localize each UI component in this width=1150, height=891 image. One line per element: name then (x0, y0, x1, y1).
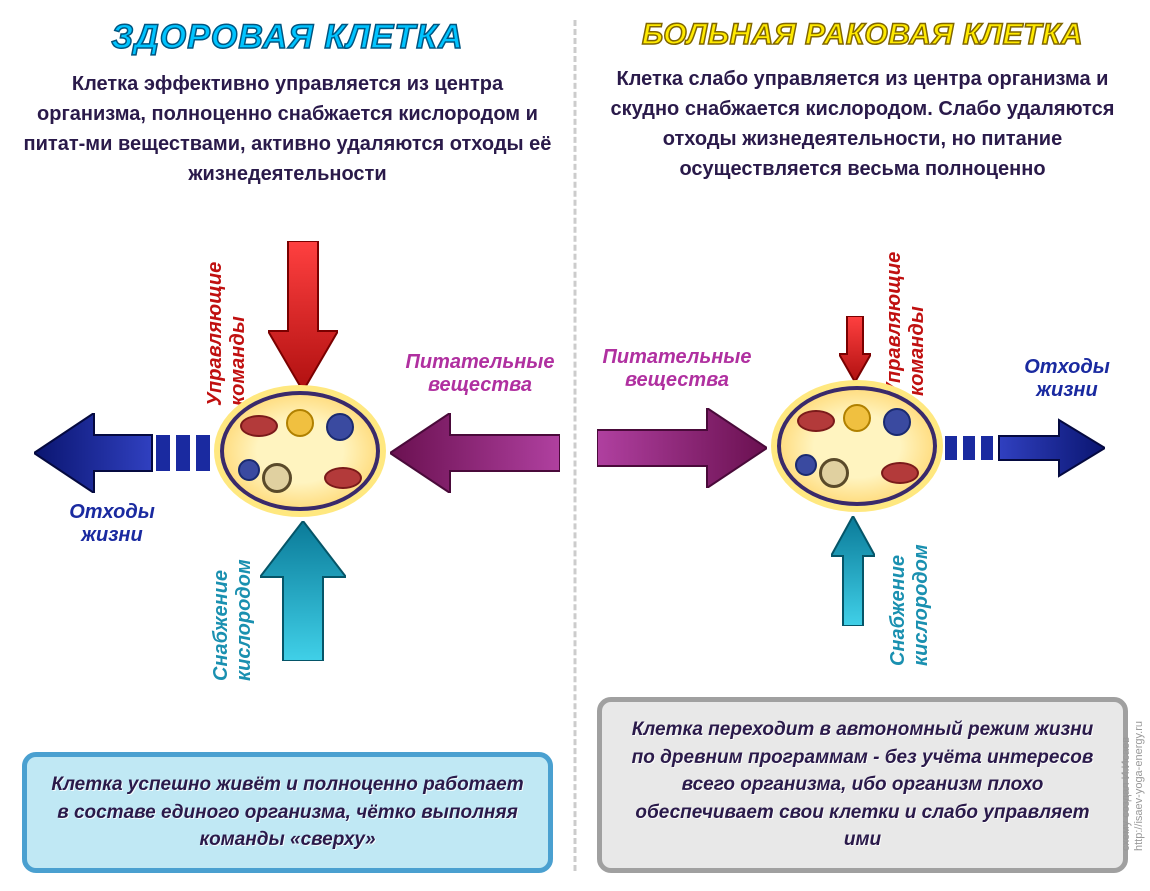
arrow-waste-sick (945, 418, 1105, 478)
comparison-container: ЗДОРОВАЯ КЛЕТКА Клетка эффективно управл… (0, 0, 1150, 891)
healthy-cell-icon (220, 391, 380, 511)
desc-healthy: Клетка эффективно управляется из центра … (22, 69, 553, 189)
label-oxygen-sick: Снабжение кислородом (887, 506, 933, 666)
sick-cell-icon (777, 386, 937, 506)
arrow-commands-sick (839, 316, 871, 382)
healthy-column: ЗДОРОВАЯ КЛЕТКА Клетка эффективно управл… (0, 0, 575, 891)
label-waste-healthy: Отходы жизни (42, 501, 182, 547)
label-nutrients-sick: Питательные вещества (587, 346, 767, 392)
label-nutrients-healthy: Питательные вещества (390, 351, 570, 397)
summary-sick: Клетка переходит в автономный режим жизн… (597, 697, 1128, 873)
credit-author: схему создал И.Исаев (1120, 737, 1132, 851)
arrow-nutrients-healthy (390, 413, 560, 493)
arrow-oxygen-sick (831, 516, 875, 626)
label-commands-sick: Управляющие команды (883, 226, 929, 396)
credit-text: схему создал И.Исаев http://isaev-yoga-e… (1120, 721, 1146, 851)
label-waste-sick: Отходы жизни (997, 356, 1137, 402)
desc-sick: Клетка слабо управляется из центра орган… (597, 64, 1128, 184)
credit-url: http://isaev-yoga-energy.ru (1133, 721, 1145, 851)
title-healthy: ЗДОРОВАЯ КЛЕТКА (22, 18, 553, 57)
sick-column: БОЛЬНАЯ РАКОВАЯ КЛЕТКА Клетка слабо упра… (575, 0, 1150, 891)
title-sick: БОЛЬНАЯ РАКОВАЯ КЛЕТКА (597, 18, 1128, 52)
healthy-diagram: Управляющие команды Питательные вещества… (22, 201, 553, 752)
arrow-commands-healthy (268, 241, 338, 391)
label-oxygen-healthy: Снабжение кислородом (210, 521, 256, 681)
summary-healthy: Клетка успешно живёт и полноценно работа… (22, 752, 553, 873)
arrow-oxygen-healthy (260, 521, 346, 661)
arrow-waste-healthy (34, 413, 214, 493)
arrow-nutrients-sick (597, 408, 767, 488)
label-commands-healthy: Управляющие команды (204, 236, 250, 406)
sick-diagram: Управляющие команды Питательные вещества… (597, 196, 1128, 697)
